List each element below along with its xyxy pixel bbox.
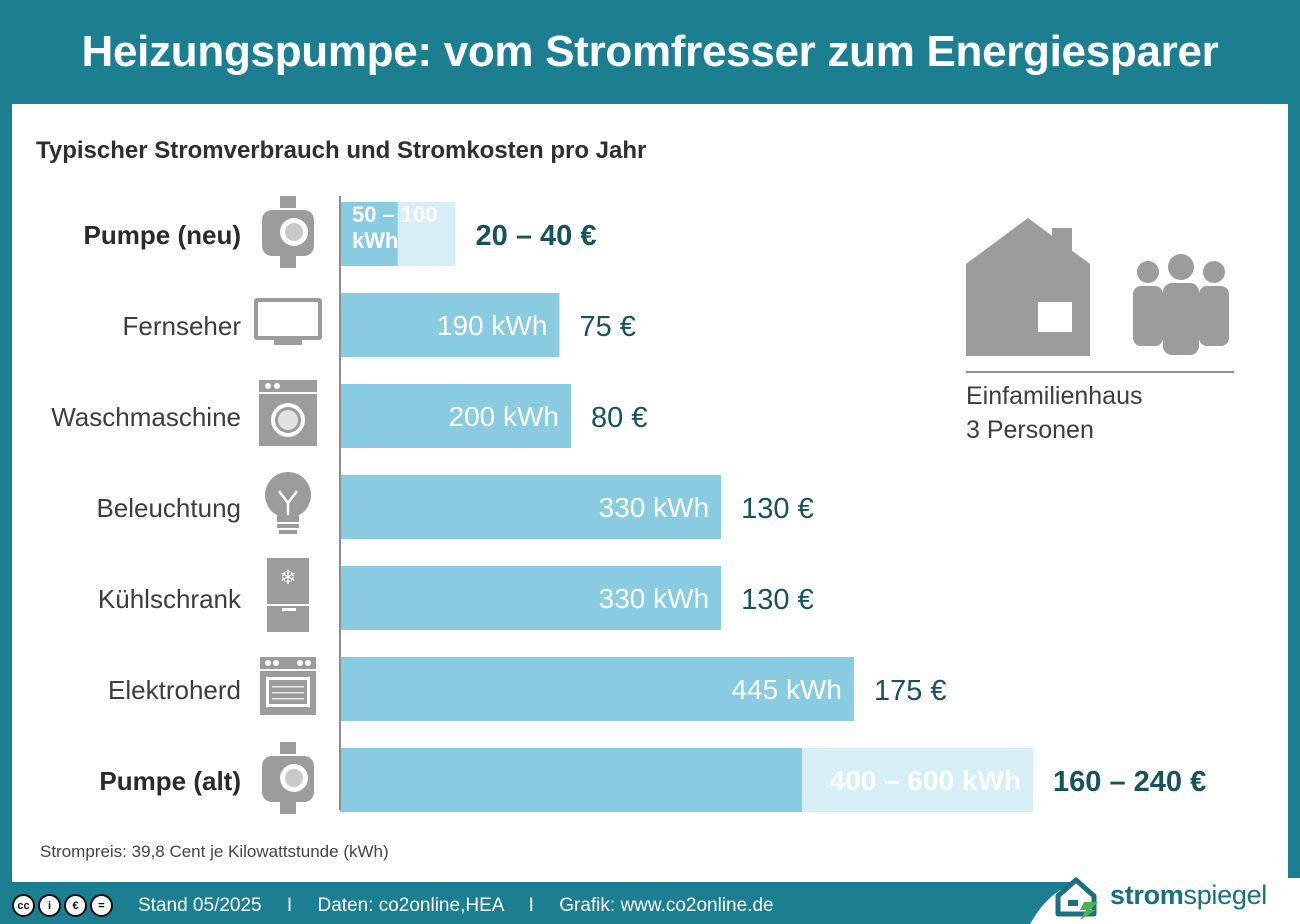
kwh-range-part: 50 – 100 [352,202,438,227]
noncommercial-icon: € [64,894,87,917]
category-label: Pumpe (alt) [99,766,241,796]
fridge-icon: ❄ [267,558,309,632]
kwh-label: 330 kWh [599,583,710,614]
house-icon [966,218,1090,356]
kwh-label: 330 kWh [599,492,710,523]
category-label: Fernseher [123,311,242,341]
icons-layer: ❄ [254,196,322,814]
washing-machine-icon [259,380,317,446]
household-line1: Einfamilienhaus [966,382,1143,410]
cost-label: 175 € [874,675,947,707]
footer-credits: Stand 05/2025 I Daten: co2online,HEA I G… [138,895,774,917]
footer-separator: I [528,895,534,916]
bar [340,384,571,448]
footer-grafik[interactable]: Grafik: www.co2online.de [559,895,774,916]
brand-light: spiegel [1183,880,1268,910]
category-label: Kühlschrank [98,584,242,614]
kwh-label: 190 kWh [437,310,548,341]
stove-icon [260,657,316,715]
footer-stand: Stand 05/2025 [138,895,262,916]
bars-layer: Pumpe (neu) 50 – 100 kWh 20 – 40 € Fernseher… [51,202,1206,812]
license-icons[interactable]: cc i € = [12,894,113,917]
kwh-unit-part: kWh [352,228,398,253]
kwh-label: 400 – 600 kWh [830,765,1021,796]
kwh-label: 445 kWh [731,674,842,705]
cost-label: 160 – 240 € [1053,766,1206,798]
footer-separator: I [286,895,293,916]
svg-text:❄: ❄ [280,565,297,589]
brand-logo[interactable]: stromspiegel [1110,880,1267,911]
brand-background [1030,878,1300,924]
cost-label: 75 € [579,311,635,343]
kwh-label: 50 – 100 kWh [352,202,438,253]
noderivatives-icon: = [90,894,113,917]
plug-house-icon [1055,877,1098,920]
cost-label: 20 – 40 € [476,220,597,252]
bar [340,293,560,357]
family-icon [1133,254,1229,355]
attribution-icon: i [38,894,61,917]
cost-label: 130 € [741,493,814,525]
kwh-label: 200 kWh [449,401,560,432]
bar [340,475,722,539]
bar [340,748,802,812]
cc-license-icon: cc [12,894,35,917]
category-label: Waschmaschine [51,402,241,432]
category-label: Elektroherd [108,675,241,705]
tv-icon [254,298,322,345]
cost-label: 80 € [591,402,647,434]
category-label: Beleuchtung [96,493,241,523]
brand-bold: strom [1110,880,1184,910]
bar [340,657,854,721]
pump-icon [262,742,314,814]
bar [340,202,398,266]
category-label: Pumpe (neu) [84,220,241,250]
cost-label: 130 € [741,584,814,616]
footnote: Strompreis: 39,8 Cent je Kilowattstunde … [40,842,389,861]
pump-icon [262,196,314,268]
page-title: Heizungspumpe: vom Stromfresser zum Ener… [81,27,1219,76]
chart-subtitle: Typischer Stromverbrauch und Stromkosten… [36,137,647,164]
bar [340,566,722,630]
footer-daten: Daten: co2online,HEA [317,895,504,916]
household-line2: 3 Personen [966,416,1094,444]
light-bulb-icon [265,472,311,534]
